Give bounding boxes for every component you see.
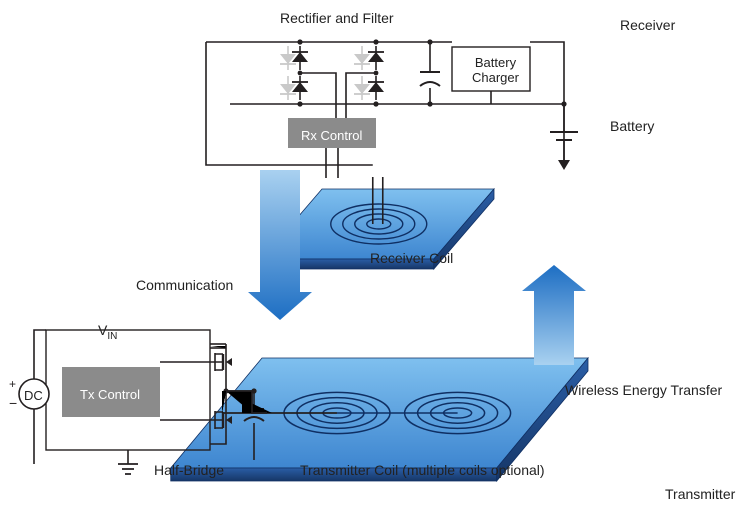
label-communication: Communication (136, 277, 233, 293)
label-battery_charger: Battery Charger (472, 55, 519, 85)
label-rectifier: Rectifier and Filter (280, 10, 394, 26)
label-receiver_coil: Receiver Coil (370, 250, 453, 266)
label-half_bridge: Half-Bridge (154, 462, 224, 478)
label-receiver: Receiver (620, 17, 675, 33)
svg-text:−: − (9, 395, 17, 411)
diagram-canvas: + − Rectifier and Filter Receiver Battery C… (0, 0, 751, 503)
label-wet: Wireless Energy Transfer (565, 382, 722, 398)
label-tx_control: Tx Control (80, 387, 140, 402)
label-vin: VIN (98, 322, 117, 342)
label-battery: Battery (610, 118, 654, 134)
label-transmitter: Transmitter (665, 486, 735, 502)
label-dc: DC (24, 388, 43, 403)
label-rx_control: Rx Control (301, 128, 362, 143)
energy-transfer-arrow (522, 265, 586, 365)
label-tx_coil: Transmitter Coil (multiple coils optiona… (300, 462, 545, 478)
svg-text:+: + (9, 377, 16, 391)
